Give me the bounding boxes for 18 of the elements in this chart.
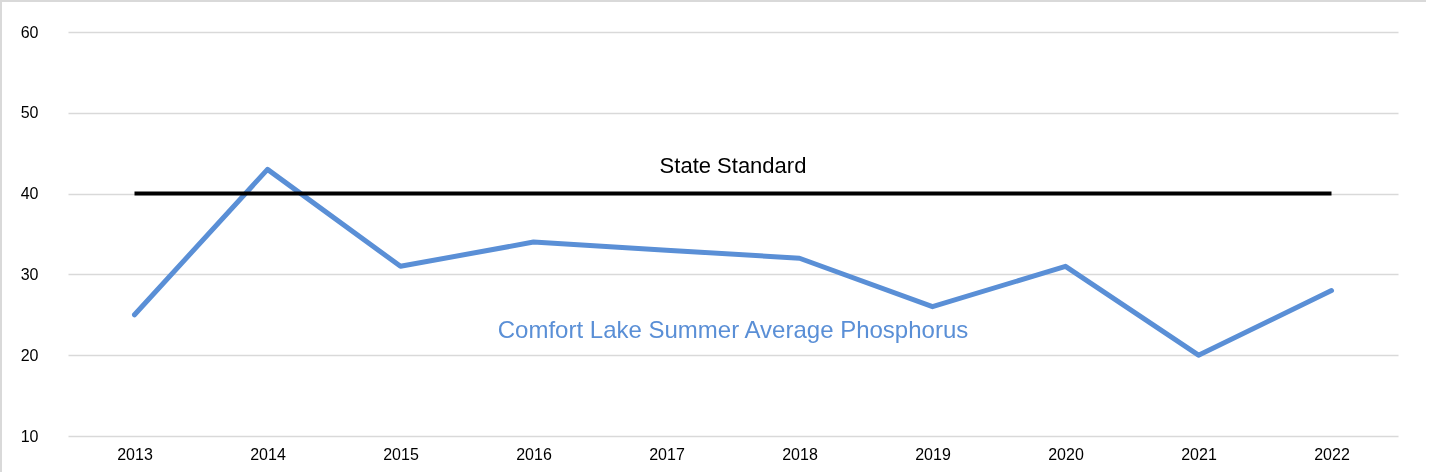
y-tick-label: 10 — [20, 427, 39, 445]
x-tick-label: 2014 — [250, 445, 286, 463]
x-tick-label: 2015 — [383, 445, 419, 463]
x-tick-label: 2021 — [1181, 445, 1217, 463]
y-tick-label: 50 — [20, 104, 39, 122]
x-tick-label: 2022 — [1314, 445, 1350, 463]
y-tick-label: 30 — [20, 265, 39, 283]
ref-line-label: State Standard — [659, 152, 807, 178]
x-tick-label: 2013 — [117, 445, 153, 463]
x-tick-label: 2020 — [1048, 445, 1084, 463]
x-tick-label: 2016 — [516, 445, 552, 463]
y-tick-label: 60 — [20, 23, 39, 41]
y-tick-label: 20 — [20, 346, 39, 364]
x-tick-label: 2018 — [782, 445, 818, 463]
y-tick-label: 40 — [20, 185, 39, 203]
x-tick-label: 2017 — [649, 445, 685, 463]
x-tick-label: 2019 — [915, 445, 951, 463]
series-label: Comfort Lake Summer Average Phosphorus — [497, 315, 969, 343]
